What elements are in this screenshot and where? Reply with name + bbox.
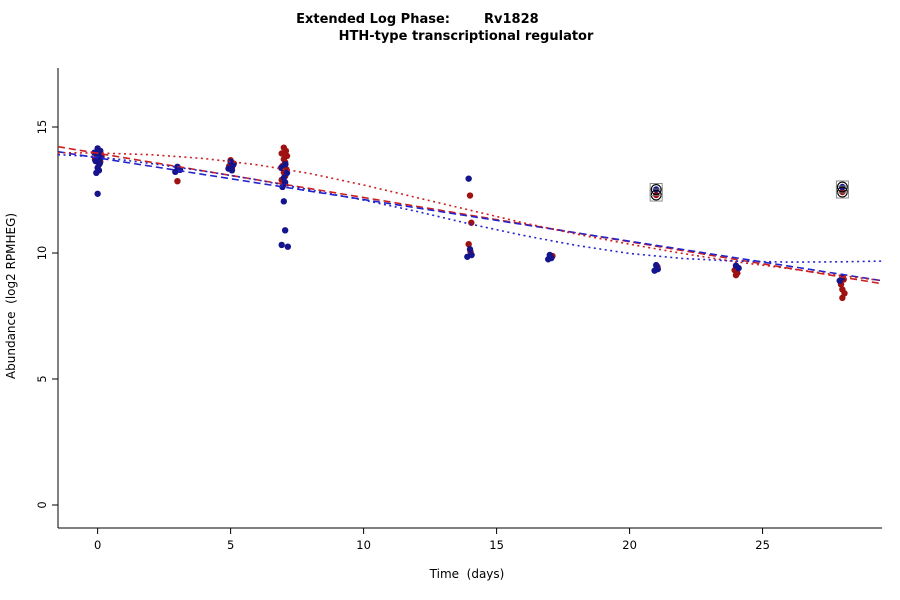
x-tick-label: 10 [356, 538, 371, 552]
data-point-red-replicates [732, 271, 740, 279]
flag-ring-marker [836, 186, 848, 198]
x-axis-label: Time (days) [429, 567, 505, 581]
x-tick-label: 15 [489, 538, 504, 552]
data-point-red-replicates [466, 192, 474, 199]
x-tick-label: 0 [94, 538, 101, 552]
data-point-blue-replicates [94, 190, 101, 197]
data-point-blue-replicates [735, 264, 742, 272]
data-point-red-flagged-outliers [652, 191, 660, 199]
data-point-blue-replicates [284, 243, 292, 250]
data-point-red-replicates [174, 177, 181, 185]
data-point-blue-replicates [836, 277, 843, 284]
data-point-blue-replicates [466, 246, 474, 253]
data-point-blue-replicates [280, 198, 288, 205]
plot-subtitle: HTH-type transcriptional regulator [339, 29, 594, 44]
data-point-blue-replicates [283, 169, 291, 177]
data-point-red-replicates [465, 240, 472, 248]
data-point-blue-replicates [282, 161, 289, 168]
y-axis-label: Abundance (log2 RPMHEG) [4, 213, 18, 379]
data-point-blue-replicates [544, 256, 552, 263]
data-points-layer [91, 144, 848, 302]
x-tick-label: 5 [227, 538, 234, 552]
data-point-blue-replicates [465, 175, 472, 182]
data-point-blue-replicates [93, 169, 100, 177]
data-point-blue-replicates [278, 241, 285, 249]
data-point-blue-replicates [464, 253, 471, 260]
flag-ring-marker [650, 184, 662, 195]
trend-line-red-smooth-fit [57, 151, 883, 282]
x-tick-label: 25 [755, 538, 770, 552]
trend-line-blue-smooth-fit [57, 153, 883, 263]
y-tick-label: 10 [35, 246, 49, 261]
flag-ring-marker [836, 181, 848, 193]
plot-title-prefix: Extended Log Phase: [296, 12, 450, 27]
plot-title-gene: Rv1828 [484, 12, 539, 27]
data-point-blue-flagged-outliers [652, 186, 660, 193]
data-point-blue-replicates [172, 168, 179, 176]
flagged-markers-layer [649, 180, 849, 202]
flag-box-marker [649, 183, 663, 196]
x-tick-label: 20 [622, 538, 637, 552]
trend-line-blue-linear-fit [57, 150, 883, 282]
data-point-blue-replicates [228, 167, 236, 174]
flag-ring-marker [650, 189, 662, 201]
y-tick-label: 0 [35, 501, 49, 508]
trend-line-red-linear-fit [57, 145, 883, 285]
axes: 0 5 10 15 20 25 0 5 10 15 [35, 68, 882, 552]
y-tick-label: 5 [35, 375, 49, 382]
data-point-red-replicates [839, 294, 846, 302]
flag-box-marker [835, 180, 849, 194]
data-point-red-replicates [278, 150, 285, 157]
data-point-blue-replicates [279, 183, 286, 191]
data-point-blue-replicates [230, 161, 237, 168]
trend-lines-layer [57, 145, 883, 285]
data-point-blue-replicates [281, 227, 289, 234]
y-tick-label: 15 [35, 120, 49, 135]
data-point-blue-replicates [651, 267, 658, 274]
